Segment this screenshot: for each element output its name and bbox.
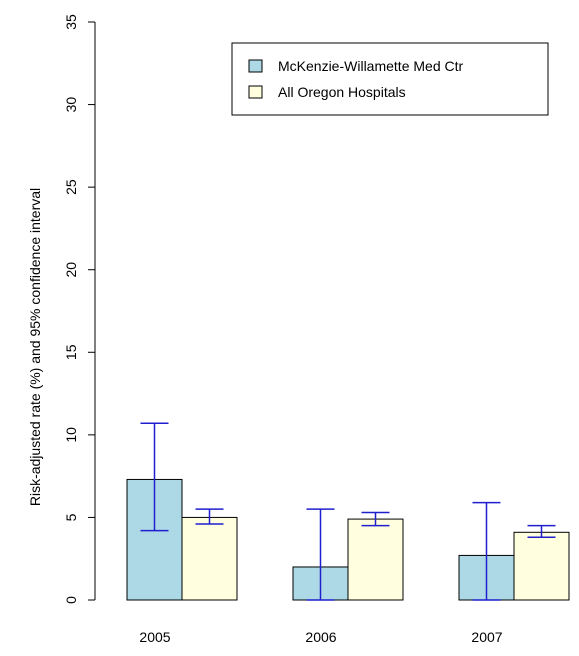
y-tick-label: 5: [63, 513, 79, 521]
x-axis-labels: 2005 2006 2007: [139, 629, 502, 645]
y-tick-label: 25: [63, 179, 79, 195]
y-tick-label: 0: [63, 596, 79, 604]
y-tick-label: 30: [63, 97, 79, 113]
bar-oregon-2005: [181, 516, 238, 601]
bars: [126, 478, 570, 601]
x-tick-label: 2005: [139, 629, 170, 645]
y-tick-label: 35: [63, 14, 79, 30]
error-bar-mckenzie-2005: [140, 422, 169, 532]
legend-box: [231, 42, 549, 116]
y-tick-label: 15: [63, 344, 79, 360]
error-bar-oregon-2006: [361, 511, 390, 527]
x-tick-label: 2007: [471, 629, 502, 645]
legend-swatch: [248, 85, 263, 99]
y-axis-label: Risk-adjusted rate (%) and 95% confidenc…: [27, 188, 43, 506]
error-bar-oregon-2005: [195, 508, 224, 525]
error-bar-mckenzie-2006: [306, 508, 335, 601]
legend-swatch: [248, 59, 263, 73]
bar-oregon-2006: [347, 518, 404, 601]
y-axis: 0 5 10 15 20 25 30 35: [63, 14, 96, 604]
bar-oregon-2007: [513, 531, 570, 601]
y-tick-label: 10: [63, 427, 79, 443]
error-bar-oregon-2007: [527, 524, 556, 538]
legend-label: McKenzie-Willamette Med Ctr: [278, 58, 463, 74]
legend-label: All Oregon Hospitals: [278, 84, 406, 100]
error-bar-mckenzie-2007: [472, 501, 501, 601]
x-tick-label: 2006: [305, 629, 336, 645]
y-tick-label: 20: [63, 262, 79, 278]
error-bars: [140, 422, 556, 601]
legend: McKenzie-Willamette Med Ctr All Oregon Ho…: [231, 42, 549, 116]
